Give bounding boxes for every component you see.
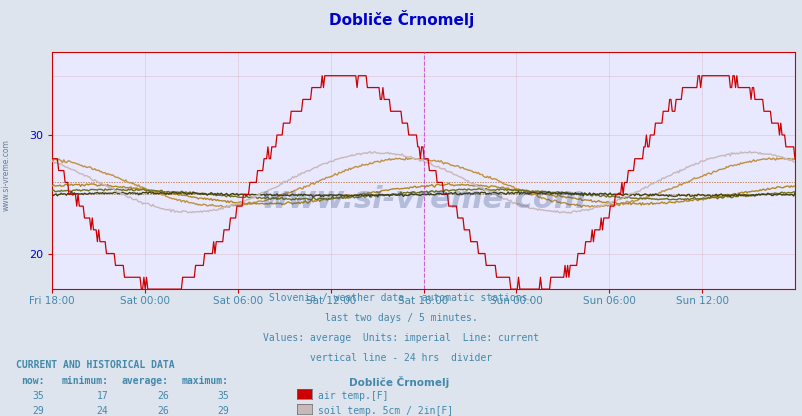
Text: Dobliče Črnomelj: Dobliče Črnomelj bbox=[329, 10, 473, 28]
Text: average:: average: bbox=[121, 376, 168, 386]
Text: 29: 29 bbox=[217, 406, 229, 416]
Text: 17: 17 bbox=[96, 391, 108, 401]
Text: vertical line - 24 hrs  divider: vertical line - 24 hrs divider bbox=[310, 353, 492, 363]
Text: now:: now: bbox=[21, 376, 44, 386]
Text: 24: 24 bbox=[96, 406, 108, 416]
Text: soil temp. 5cm / 2in[F]: soil temp. 5cm / 2in[F] bbox=[318, 406, 452, 416]
Text: air temp.[F]: air temp.[F] bbox=[318, 391, 388, 401]
Text: 26: 26 bbox=[156, 406, 168, 416]
Text: 26: 26 bbox=[156, 391, 168, 401]
Text: www.si-vreme.com: www.si-vreme.com bbox=[261, 185, 585, 213]
Text: www.si-vreme.com: www.si-vreme.com bbox=[2, 139, 11, 210]
Text: 35: 35 bbox=[217, 391, 229, 401]
Text: last two days / 5 minutes.: last two days / 5 minutes. bbox=[325, 313, 477, 323]
Text: Slovenia / weather data - automatic stations.: Slovenia / weather data - automatic stat… bbox=[269, 293, 533, 303]
Text: 29: 29 bbox=[32, 406, 44, 416]
Text: 35: 35 bbox=[32, 391, 44, 401]
Text: Values: average  Units: imperial  Line: current: Values: average Units: imperial Line: cu… bbox=[263, 333, 539, 343]
Text: minimum:: minimum: bbox=[61, 376, 108, 386]
Text: Dobliče Črnomelj: Dobliče Črnomelj bbox=[349, 376, 449, 388]
Text: maximum:: maximum: bbox=[181, 376, 229, 386]
Text: CURRENT AND HISTORICAL DATA: CURRENT AND HISTORICAL DATA bbox=[16, 360, 175, 370]
